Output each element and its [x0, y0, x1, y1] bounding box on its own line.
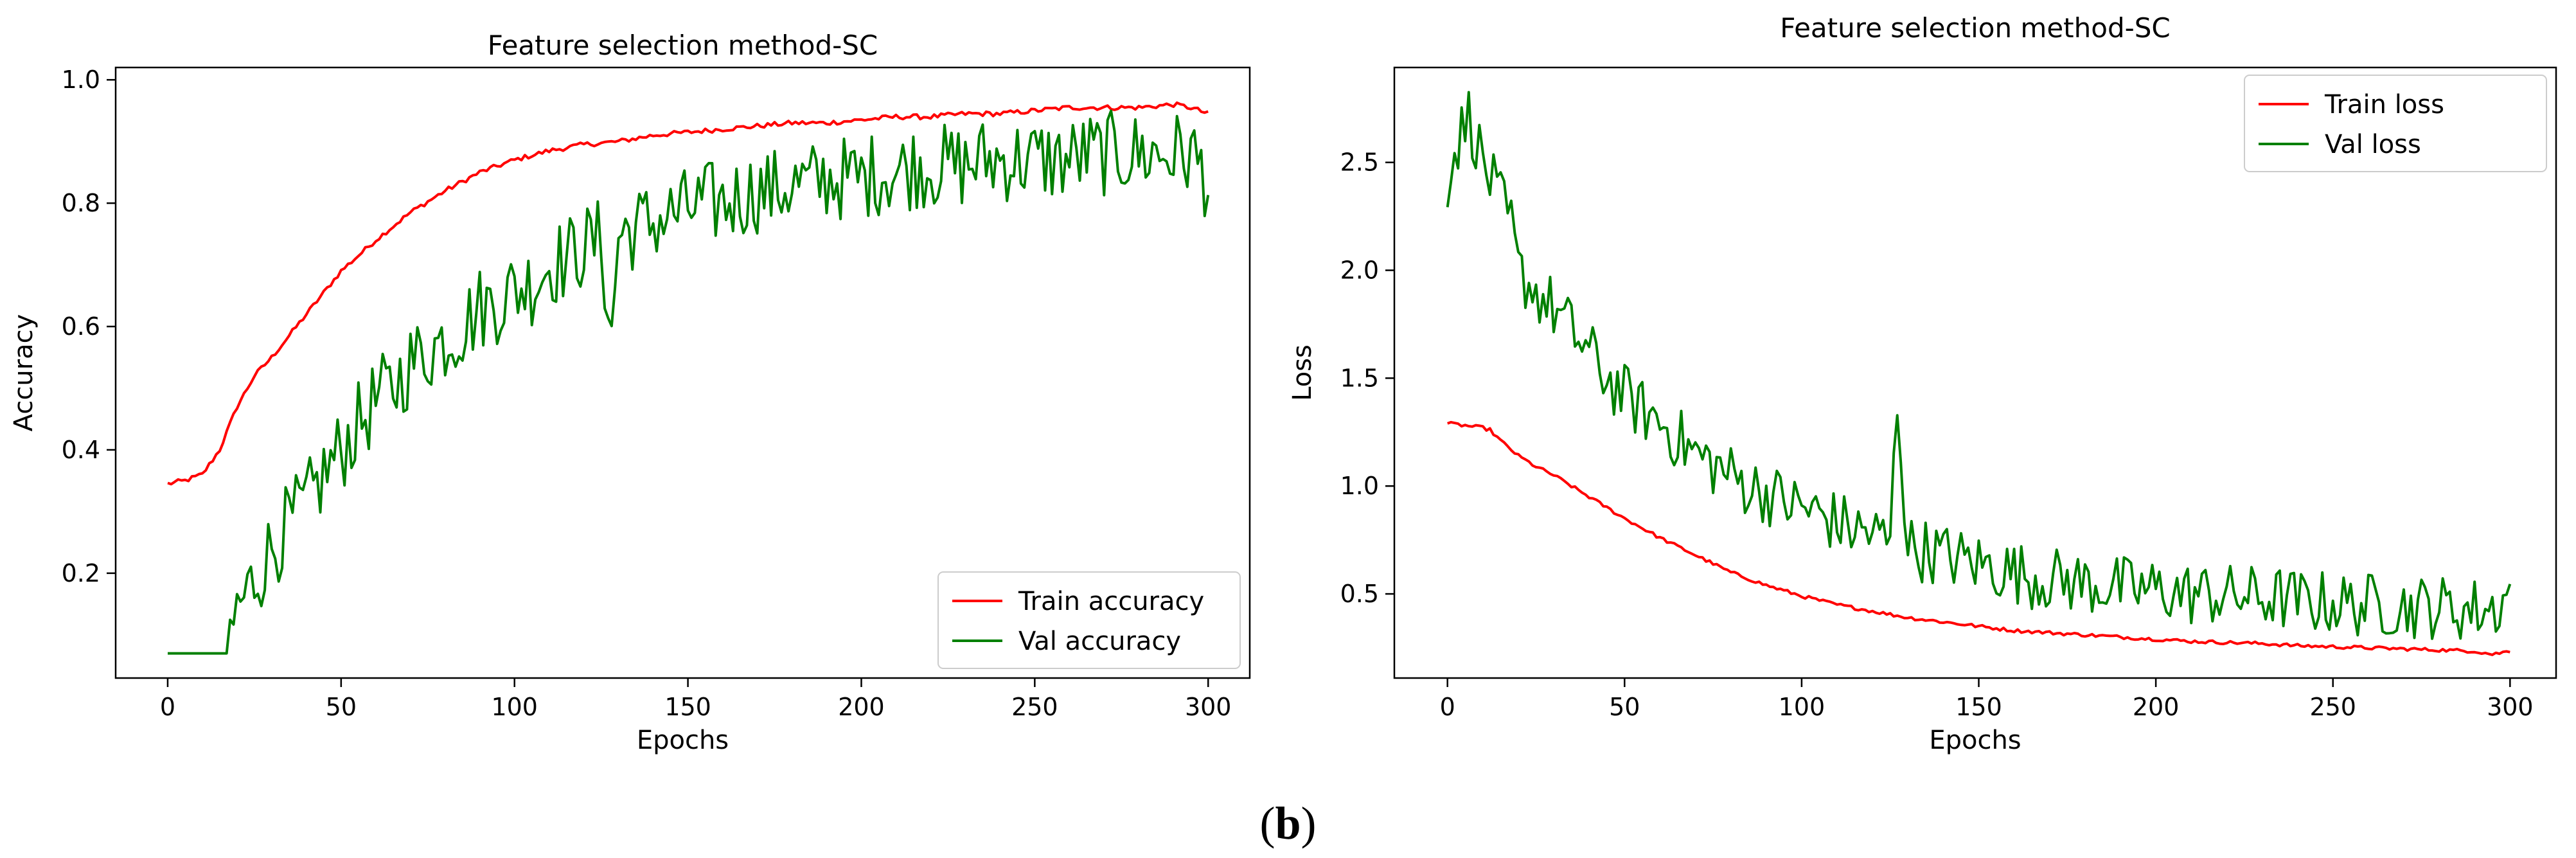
chart-accuracy: Feature selection method-SC 0 50 100 150 200 2…	[9, 30, 1251, 755]
caption-close: )	[1301, 798, 1317, 849]
x-tick-label: 50	[326, 693, 357, 721]
y-tick-label: 0.4	[62, 436, 100, 464]
y-tick-label: 1.0	[62, 66, 100, 94]
y-axis-label: Loss	[1288, 344, 1317, 401]
legend-label: Train loss	[2324, 90, 2444, 120]
x-axis-label: Epochs	[637, 726, 729, 755]
y-tick-label: 0.5	[1340, 580, 1379, 608]
chart-loss: Feature selection method-SC 0 50 100 150 200 2…	[1288, 12, 2557, 755]
legend: Train accuracy Val accuracy	[937, 571, 1241, 669]
series-line-val-accuracy	[168, 109, 1210, 655]
series-line-val-loss	[1446, 91, 2512, 640]
axes-frame	[1393, 66, 2557, 679]
x-tick-label: 300	[2487, 693, 2534, 721]
y-tick-label: 1.5	[1340, 364, 1379, 392]
y-tick-label: 0.6	[62, 312, 100, 341]
x-tick-label: 0	[1440, 693, 1455, 721]
y-tick-label: 2.5	[1340, 148, 1379, 177]
y-tick-label: 1.0	[1340, 472, 1379, 500]
x-tick-label: 100	[1779, 693, 1825, 721]
legend: Train loss Val loss	[2244, 75, 2547, 172]
x-axis-label: Epochs	[1929, 726, 2021, 755]
series-line-train-accuracy	[167, 101, 1209, 486]
x-tick-label: 50	[1609, 693, 1640, 721]
y-tick-label: 0.2	[62, 559, 100, 587]
legend-label: Train accuracy	[1018, 587, 1204, 616]
axes-frame	[114, 66, 1251, 679]
x-tick-label: 150	[1955, 693, 2002, 721]
y-axis-label: Accuracy	[9, 314, 39, 432]
x-tick-label: 100	[491, 693, 538, 721]
caption-letter: b	[1275, 798, 1301, 849]
x-tick-label: 0	[160, 693, 175, 721]
legend-box	[937, 571, 1241, 669]
chart-title: Feature selection method-SC	[488, 30, 878, 61]
x-tick-label: 200	[2133, 693, 2180, 721]
chart-title: Feature selection method-SC	[1780, 12, 2171, 44]
x-tick-label: 150	[664, 693, 711, 721]
y-tick-label: 2.0	[1340, 256, 1379, 285]
legend-label: Val accuracy	[1018, 627, 1181, 656]
legend-box	[2244, 75, 2547, 172]
caption-open: (	[1259, 798, 1275, 849]
x-tick-label: 250	[2309, 693, 2356, 721]
x-tick-label: 200	[838, 693, 885, 721]
legend-label: Val loss	[2325, 130, 2421, 159]
series-line-train-loss	[1447, 420, 2510, 656]
y-tick-label: 0.8	[62, 189, 100, 217]
figure-caption: (b)	[0, 797, 2576, 850]
x-tick-label: 250	[1011, 693, 1058, 721]
x-tick-label: 300	[1185, 693, 1232, 721]
